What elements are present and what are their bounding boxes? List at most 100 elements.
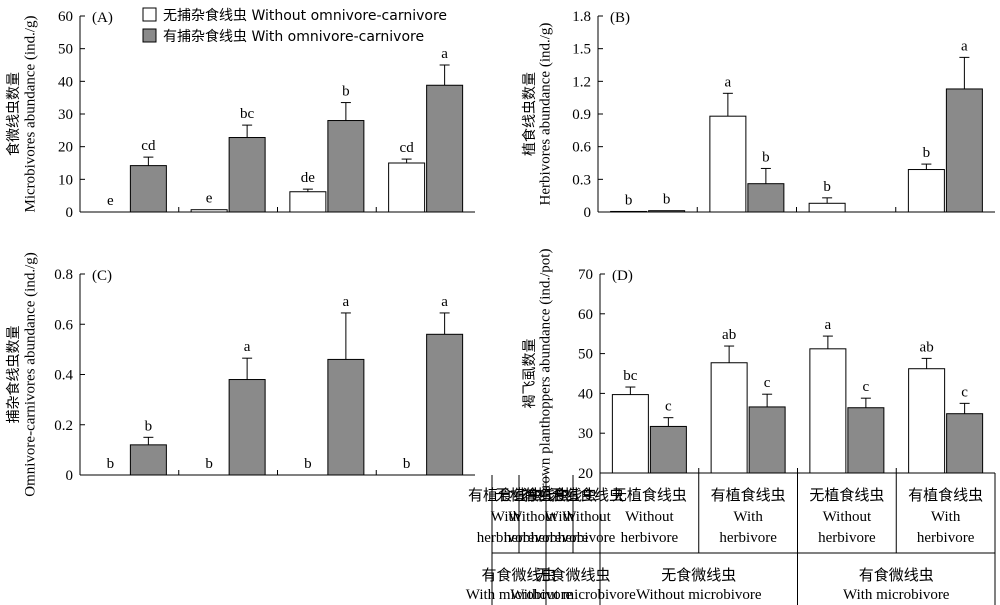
significance-letter: cd <box>141 138 156 154</box>
significance-letter: de <box>301 170 316 186</box>
significance-letter: b <box>342 84 350 100</box>
bar <box>327 120 365 213</box>
y-tick-label: 70 <box>578 267 593 283</box>
y-tick-label: 0.8 <box>54 267 73 283</box>
y-tick-label: 20 <box>578 466 593 482</box>
bar <box>129 444 167 476</box>
group-label-en: herbivore <box>818 530 876 546</box>
y-tick-label: 30 <box>578 426 593 442</box>
y-tick-label: 0.6 <box>54 317 73 333</box>
significance-letter: c <box>863 379 870 395</box>
y-axis-label-en: Herbivores abundance (ind./g) <box>537 23 553 206</box>
supergroup-label-cn: 无食微线虫 <box>661 566 736 584</box>
group-label-en: With <box>491 509 521 525</box>
y-axis-label-cn: 植食线虫数量 <box>521 72 538 156</box>
supergroup-label-en: With microbivore <box>466 587 573 603</box>
bar <box>289 191 327 213</box>
significance-letter: c <box>665 399 672 415</box>
y-tick-label: 60 <box>578 307 593 323</box>
significance-letter: a <box>825 317 832 333</box>
significance-letter: b <box>663 192 671 208</box>
y-tick-label: 0.3 <box>572 172 591 188</box>
group-label-en: herbivore <box>719 530 777 546</box>
significance-letter: b <box>625 192 633 208</box>
legend: 无捕杂食线虫 Without omnivore-carnivore 有捕杂食线虫 … <box>142 7 447 45</box>
group-label-cn: 有植食线虫 <box>522 486 597 504</box>
y-tick-label: 0 <box>584 205 592 221</box>
bar <box>748 406 786 474</box>
y-tick-label: 50 <box>578 347 593 363</box>
group-label-cn: 有植食线虫 <box>908 486 983 504</box>
bar <box>809 348 847 474</box>
significance-letter: ab <box>920 339 934 355</box>
bar <box>747 183 785 213</box>
bar <box>908 368 946 474</box>
bar <box>710 362 748 474</box>
group-labels-c: 无植食线虫Withoutherbivore有植食线虫Withherbivore无… <box>466 475 636 605</box>
bar <box>327 358 365 476</box>
panel-b: 0 0.3 0.6 0.9 1.2 1.5 1.8 (B) 植食线虫数量 Herbivores a… <box>521 9 995 221</box>
legend-swatch <box>142 7 157 22</box>
bar <box>129 165 167 213</box>
group-label-en: herbivore <box>558 530 616 546</box>
y-tick-label: 1.8 <box>572 9 591 25</box>
supergroup-label-cn: 有食微线虫 <box>481 566 556 584</box>
panel-a: 0 10 20 30 40 50 60 (A) 食微线虫数量 Microbivores abund… <box>5 9 475 221</box>
group-label-cn: 无植食线虫 <box>495 486 570 504</box>
group-label-cn: 无植食线虫 <box>612 486 687 504</box>
supergroup-label-en: Without microbivore <box>510 587 636 603</box>
group-label-cn: 有植食线虫 <box>468 486 543 504</box>
y-tick-label: 40 <box>578 386 593 402</box>
group-label-en: With <box>733 509 763 525</box>
group-label-en: With <box>931 509 961 525</box>
group-label-en: Without <box>562 509 611 525</box>
significance-letter: a <box>961 38 968 54</box>
group-label-cn: 有植食线虫 <box>711 486 786 504</box>
significance-letter: a <box>725 74 732 90</box>
group-label-en: herbivore <box>917 530 975 546</box>
bar <box>945 88 983 213</box>
group-label-en: herbivore <box>531 530 589 546</box>
supergroup-label-cn: 有食微线虫 <box>859 566 934 584</box>
significance-letter: c <box>961 384 968 400</box>
group-label-cn: 无植食线虫 <box>809 486 884 504</box>
bar <box>847 407 885 474</box>
y-tick-label: 20 <box>58 140 73 156</box>
bar <box>611 394 649 474</box>
significance-letter: b <box>107 456 115 472</box>
significance-letter: bc <box>623 368 638 384</box>
bar <box>649 425 687 474</box>
significance-letter: a <box>244 339 251 355</box>
supergroup-label-en: Without microbivore <box>636 587 762 603</box>
y-axis-label-en: Brown planthoppers abundance (ind./pot) <box>537 249 553 499</box>
significance-letter: b <box>403 456 411 472</box>
y-tick-label: 0 <box>66 205 74 221</box>
y-tick-label: 0.9 <box>572 107 591 123</box>
bar <box>190 209 228 213</box>
legend-swatch <box>142 28 157 43</box>
significance-letter: b <box>923 145 931 161</box>
supergroup-label-en: With microbivore <box>843 587 950 603</box>
group-label-en: With <box>545 509 575 525</box>
y-tick-label: 0.2 <box>54 418 73 434</box>
y-tick-label: 50 <box>58 42 73 58</box>
y-axis-label-en: Omnivore-carnivores abundance (ind./g) <box>22 252 38 497</box>
significance-letter: b <box>304 456 312 472</box>
significance-letter: ab <box>722 327 736 343</box>
bar <box>610 210 648 213</box>
y-tick-label: 40 <box>58 74 73 90</box>
bar <box>709 115 747 213</box>
bar <box>946 413 984 474</box>
bar <box>426 333 464 476</box>
significance-letter: e <box>206 191 213 207</box>
group-label-en: Without <box>508 509 557 525</box>
significance-letter: a <box>441 46 448 62</box>
panel-label: (A) <box>92 10 113 26</box>
y-tick-label: 0.4 <box>54 368 73 384</box>
legend-label: 有捕杂食线虫 With omnivore-carnivore <box>163 28 424 45</box>
bar <box>388 162 426 213</box>
significance-letter: b <box>762 149 770 165</box>
y-tick-label: 30 <box>58 107 73 123</box>
significance-letter: bc <box>240 106 255 122</box>
